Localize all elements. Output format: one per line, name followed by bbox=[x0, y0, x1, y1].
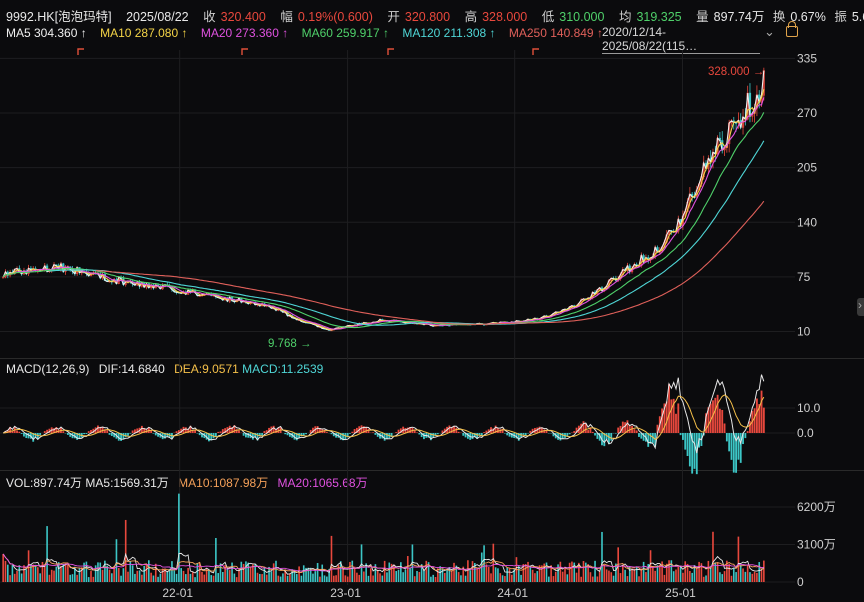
open-label: 开 bbox=[387, 10, 400, 24]
ma20-line bbox=[2, 97, 765, 330]
open-value: 320.800 bbox=[404, 10, 451, 24]
volume-bars bbox=[2, 493, 765, 582]
chevron-down-icon[interactable]: ⌄ bbox=[764, 24, 775, 39]
x-tick-label: 24-01 bbox=[497, 586, 528, 600]
high-annotation: 328.000 → bbox=[708, 66, 764, 78]
stock-code[interactable]: 9992.HK[泡泡玛特] bbox=[6, 10, 112, 24]
vol-value: 897.74万 bbox=[713, 10, 765, 24]
vol-ma10: MA10:1087.98万 bbox=[178, 476, 269, 490]
y-tick-label: 270 bbox=[797, 106, 817, 120]
y-tick-label: 10 bbox=[797, 325, 811, 339]
avg-label: 均 bbox=[618, 10, 632, 24]
ma60-arrow-icon: ↑ bbox=[382, 26, 389, 40]
macd-dea: DEA:9.0571 bbox=[174, 362, 239, 376]
y-tick-label: 205 bbox=[797, 161, 817, 175]
vol-ma5-line bbox=[2, 552, 765, 575]
x-tick-label: 22-01 bbox=[162, 586, 193, 600]
close-value: 320.400 bbox=[220, 10, 266, 24]
macd-dif: DIF:14.6840 bbox=[98, 362, 165, 376]
expand-panel-icon[interactable] bbox=[857, 298, 864, 316]
amp-value: 5.63 bbox=[851, 10, 864, 24]
ma60-legend: MA60 259.917 bbox=[301, 26, 380, 40]
ma120-line bbox=[49, 140, 765, 326]
ma10-line bbox=[2, 89, 765, 331]
ma5-legend: MA5 304.360 bbox=[6, 26, 78, 40]
close-label: 收 bbox=[203, 10, 216, 24]
y-tick-label: 10.0 bbox=[797, 401, 821, 415]
avg-value: 319.325 bbox=[636, 10, 682, 24]
vol-value-legend: VOL:897.74万 bbox=[6, 476, 83, 490]
y-tick-label: 6200万 bbox=[797, 500, 836, 514]
candles bbox=[2, 67, 765, 332]
quote-date: 2025/08/22 bbox=[126, 10, 189, 24]
quote-header: 9992.HK[泡泡玛特] 2025/08/22 收 320.400 幅 0.19%… bbox=[6, 6, 864, 25]
vol-label: 量 bbox=[696, 10, 709, 24]
y-tick-label: 75 bbox=[797, 270, 811, 284]
x-tick-label: 23-01 bbox=[330, 586, 361, 600]
macd-value: MACD:11.2539 bbox=[242, 362, 324, 376]
period-marker bbox=[77, 48, 84, 55]
ma5-arrow-icon: ↑ bbox=[80, 26, 87, 40]
vol-ma5: MA5:1569.31万 bbox=[85, 476, 169, 490]
change-value: 0.19%(0.600) bbox=[297, 10, 373, 24]
y-tick-label: 140 bbox=[797, 215, 817, 229]
vol-ma20-line bbox=[2, 553, 764, 572]
low-value: 310.000 bbox=[559, 10, 605, 24]
x-tick-label: 25-01 bbox=[665, 586, 696, 600]
change-label: 幅 bbox=[280, 10, 293, 24]
turnover-label: 换 bbox=[772, 10, 786, 24]
amp-label: 振 bbox=[834, 10, 847, 24]
y-tick-label: 335 bbox=[797, 51, 817, 65]
ma-legend: MA5 304.360 ↑ MA10 287.080 ↑ MA20 273.36… bbox=[6, 26, 613, 40]
divider bbox=[0, 358, 864, 359]
ma5-line bbox=[2, 70, 765, 331]
turnover-value: 0.67% bbox=[790, 10, 826, 24]
macd-title: MACD(12,26,9) bbox=[6, 362, 90, 376]
y-tick-label: 0.0 bbox=[797, 426, 814, 440]
date-range-selector[interactable]: 2020/12/14-2025/08/22(115… bbox=[602, 25, 760, 54]
ma10-legend: MA10 287.080 bbox=[100, 26, 179, 40]
ma250-legend: MA250 140.849 bbox=[508, 26, 594, 40]
divider bbox=[0, 470, 864, 471]
period-marker bbox=[387, 48, 394, 55]
ma20-legend: MA20 273.360 bbox=[200, 26, 279, 40]
y-tick-label: 3100万 bbox=[797, 537, 836, 551]
low-label: 低 bbox=[541, 10, 555, 24]
candle-body bbox=[2, 276, 5, 279]
ma250-arrow-icon: ↑ bbox=[596, 26, 603, 40]
macd-legend: MACD(12,26,9) DIF:14.6840 DEA:9.0571 MAC… bbox=[6, 362, 329, 376]
macd-histogram bbox=[4, 383, 765, 475]
dif-line bbox=[2, 374, 765, 454]
high-value: 328.000 bbox=[482, 10, 528, 24]
low-annotation: 9.768 → bbox=[268, 338, 311, 350]
y-tick-label: 0 bbox=[797, 575, 804, 589]
vol-ma20: MA20:1065.68万 bbox=[277, 476, 368, 490]
ma250-line bbox=[95, 200, 765, 325]
dea-line bbox=[3, 394, 765, 441]
period-marker bbox=[532, 48, 539, 55]
ma120-arrow-icon: ↑ bbox=[489, 26, 496, 40]
high-label: 高 bbox=[464, 10, 478, 24]
period-marker bbox=[241, 48, 248, 55]
ma10-arrow-icon: ↑ bbox=[181, 26, 188, 40]
volume-legend: VOL:897.74万 MA5:1569.31万 MA10:1087.98万 M… bbox=[6, 474, 374, 491]
ma120-legend: MA120 211.308 bbox=[402, 26, 487, 40]
ma60-line bbox=[2, 112, 765, 329]
lock-icon[interactable] bbox=[786, 21, 798, 37]
ma20-arrow-icon: ↑ bbox=[282, 26, 289, 40]
